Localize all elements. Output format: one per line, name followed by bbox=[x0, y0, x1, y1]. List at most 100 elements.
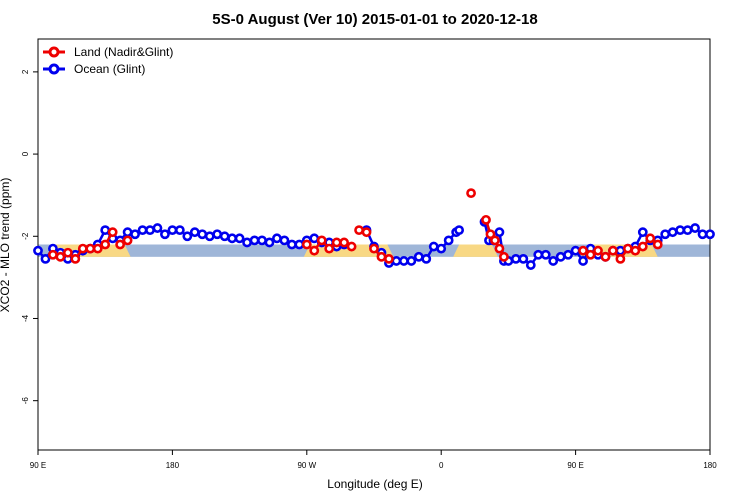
ocean-point-3-13 bbox=[563, 249, 574, 260]
ocean-point-3-28 bbox=[675, 225, 686, 236]
land-point-2-1 bbox=[309, 245, 320, 256]
land-point-6-4 bbox=[499, 251, 509, 262]
ocean-point-0-37 bbox=[309, 233, 320, 244]
ocean-point-0-32 bbox=[272, 233, 282, 244]
ocean-point-3-3 bbox=[494, 227, 505, 238]
ocean-point-0-15 bbox=[145, 225, 155, 236]
ocean-point-3-26 bbox=[660, 229, 671, 240]
land-point-7-9 bbox=[645, 233, 656, 244]
ocean-point-3-29 bbox=[682, 225, 693, 236]
ocean-point-0-34 bbox=[286, 239, 297, 250]
legend-item-land: Land (Nadir&Glint) bbox=[43, 45, 173, 59]
y-tick-label-0: 2 bbox=[21, 69, 30, 74]
ocean-point-3-20 bbox=[615, 245, 626, 256]
y-axis-label: XCO2 - MLO trend (ppm) bbox=[0, 178, 12, 313]
ocean-point-1-8 bbox=[421, 253, 432, 264]
ocean-point-0-29 bbox=[249, 235, 260, 246]
ocean-point-1-9 bbox=[428, 241, 439, 252]
ocean-point-1-5 bbox=[398, 256, 409, 266]
ocean-point-3-27 bbox=[667, 227, 678, 238]
land-point-7-10 bbox=[652, 239, 663, 250]
ocean-point-0-21 bbox=[189, 227, 200, 238]
ocean-point-0-13 bbox=[130, 229, 140, 240]
y-tick-label-4: -6 bbox=[21, 397, 30, 405]
land-point-2-2 bbox=[316, 235, 327, 246]
ocean-point-2-0 bbox=[454, 225, 465, 236]
ocean-point-0-23 bbox=[204, 231, 215, 242]
ocean-point-3-6 bbox=[510, 253, 521, 264]
land-point-0-6 bbox=[92, 243, 103, 254]
land-point-0-7 bbox=[100, 239, 111, 250]
land-point-2-5 bbox=[339, 237, 350, 248]
ocean-point-0-33 bbox=[279, 235, 290, 246]
ocean-point-0-17 bbox=[160, 229, 170, 240]
land-point-6-0 bbox=[481, 214, 491, 225]
plot-frame bbox=[37, 38, 711, 451]
ocean-point-1-10 bbox=[436, 243, 447, 254]
ocean-point-3-11 bbox=[548, 256, 559, 266]
ocean-point-0-27 bbox=[234, 233, 245, 244]
land-point-0-5 bbox=[85, 243, 96, 254]
land-point-2-6 bbox=[346, 241, 357, 252]
land-point-1-0 bbox=[115, 239, 126, 250]
plot-area: 90 E 180 90 W 0 90 E 180 2 0 -2 -4 -6 bbox=[21, 38, 717, 470]
ocean-point-3-30 bbox=[690, 223, 700, 233]
ocean-point-0-35 bbox=[294, 239, 305, 250]
legend-marker-ocean bbox=[48, 63, 60, 75]
x-tick-label-5: 180 bbox=[703, 461, 717, 470]
legend-marker-land bbox=[48, 46, 60, 58]
land-point-2-3 bbox=[324, 243, 335, 254]
ocean-point-3-8 bbox=[525, 260, 536, 270]
land-point-7-8 bbox=[637, 241, 648, 252]
land-point-4-0 bbox=[369, 243, 379, 254]
ocean-point-3-15 bbox=[578, 256, 588, 266]
ocean-point-1-11 bbox=[443, 235, 454, 246]
x-tick-label-3: 0 bbox=[439, 461, 444, 470]
ocean-point-3-31 bbox=[697, 229, 708, 240]
land-point-6-2 bbox=[490, 235, 500, 246]
land-band-2 bbox=[453, 244, 498, 257]
x-axis-label: Longitude (deg E) bbox=[327, 477, 422, 491]
land-point-7-6 bbox=[622, 243, 633, 254]
legend-label-ocean: Ocean (Glint) bbox=[74, 62, 145, 76]
land-point-4-2 bbox=[384, 253, 394, 264]
x-tick-label-2: 90 W bbox=[297, 461, 316, 470]
ocean-point-3-23 bbox=[637, 227, 648, 238]
land-point-7-1 bbox=[585, 249, 596, 260]
x-tick-label-0: 90 E bbox=[30, 461, 46, 470]
ocean-point-0-18 bbox=[167, 225, 178, 236]
land-point-5-0 bbox=[466, 188, 476, 199]
land-point-0-4 bbox=[77, 243, 88, 254]
ocean-point-0-25 bbox=[219, 231, 230, 242]
ocean-point-3-14 bbox=[570, 245, 581, 256]
land-point-0-1 bbox=[55, 251, 66, 262]
land-point-0-3 bbox=[70, 253, 81, 264]
x-tick-label-1: 180 bbox=[166, 461, 180, 470]
land-point-0-0 bbox=[48, 249, 58, 260]
ocean-point-0-0 bbox=[33, 245, 43, 256]
land-point-7-0 bbox=[578, 245, 588, 256]
ocean-point-3-32 bbox=[705, 229, 715, 240]
land-point-6-1 bbox=[485, 229, 496, 240]
ocean-point-0-26 bbox=[227, 233, 238, 244]
land-point-4-1 bbox=[376, 251, 387, 262]
ocean-point-0-20 bbox=[182, 231, 193, 242]
land-point-7-2 bbox=[593, 245, 603, 256]
land-point-0-8 bbox=[107, 227, 118, 238]
ocean-point-3-10 bbox=[540, 249, 551, 260]
y-tick-label-1: 0 bbox=[21, 151, 30, 156]
ocean-point-0-28 bbox=[242, 237, 252, 248]
ocean-point-0-12 bbox=[122, 227, 133, 238]
ocean-point-3-7 bbox=[518, 253, 529, 264]
land-point-7-3 bbox=[600, 251, 611, 262]
ocean-point-0-24 bbox=[212, 229, 223, 240]
land-point-6-3 bbox=[494, 243, 505, 254]
land-point-0-2 bbox=[62, 247, 73, 258]
x-tick-label-4: 90 E bbox=[567, 461, 583, 470]
land-point-2-0 bbox=[301, 239, 312, 250]
land-point-2-4 bbox=[331, 237, 342, 248]
ocean-point-1-6 bbox=[406, 256, 417, 266]
ocean-point-0-19 bbox=[174, 225, 185, 236]
legend-label-land: Land (Nadir&Glint) bbox=[74, 45, 173, 59]
